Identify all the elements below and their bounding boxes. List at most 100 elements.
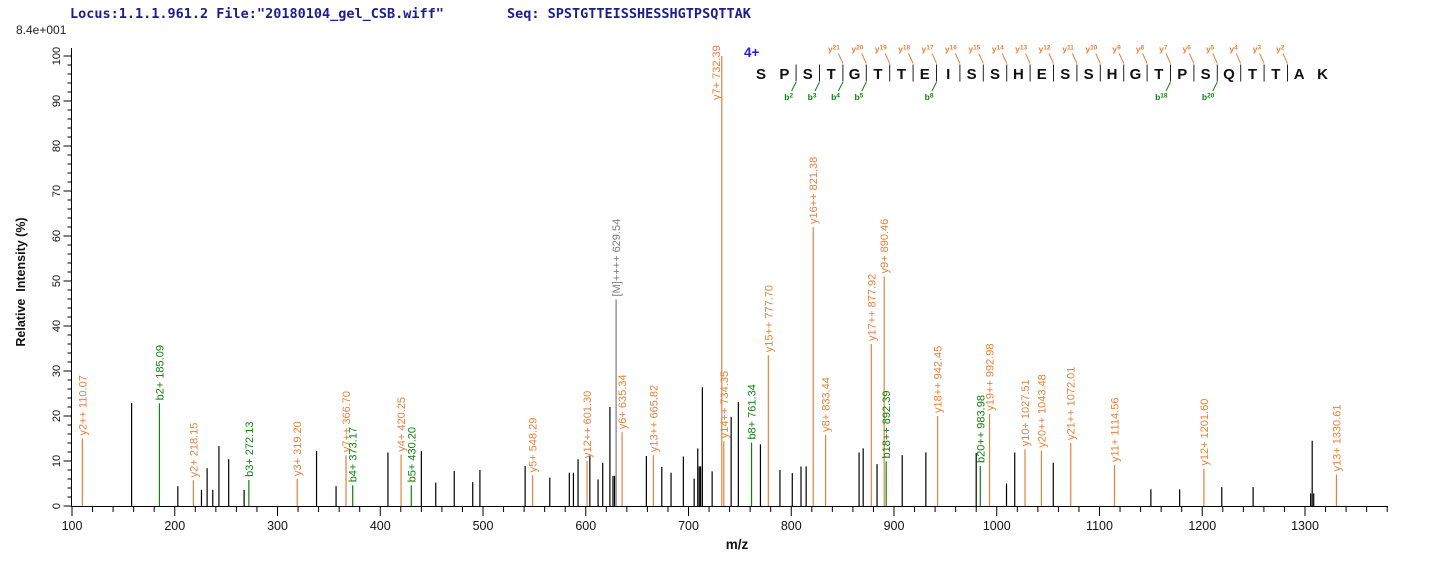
y-ion-tick [861,53,867,64]
residue-letter: P [1177,66,1187,83]
y-ion-label: y9 [1112,44,1121,54]
peak-label: b20++ 983.98 [975,395,987,463]
y-ion-tick [1071,53,1078,64]
peak-label: y20++ 1043.48 [1036,374,1048,447]
residue-letter: T [897,66,906,83]
peak-labels: y2++ 110.07 b2+ 185.09 y2+ 218.15 b3+ 272.1… [77,45,1343,482]
peak-label: y4+ 420.25 [396,397,408,452]
y-tick-label: 10 [51,455,63,467]
y-tick-label: 50 [51,275,63,287]
peak-label: b5+ 430.20 [406,427,418,482]
residue-letter: T [1271,66,1280,83]
y-ion-label: y7 [1159,44,1168,54]
y-ion-tick [1142,53,1148,64]
y-ion-tick [931,53,937,64]
y-ion-label: y21 [828,44,840,54]
peak-label: y3+ 319.20 [292,421,304,476]
b-ion-label: b3 [808,92,817,102]
b-ion-tick [1212,81,1218,92]
b-ion-tick [814,81,820,92]
header-bar: Locus:1.1.1.961.2 File:"20180104_gel_CSB… [0,6,1436,70]
b-ion-tick [1165,81,1171,92]
residue-letter: S [967,66,977,83]
x-tick-label: 100 [62,519,83,533]
residue-letter: S [803,66,813,83]
y-ticks: 0 10 20 30 40 50 60 70 80 90 100 [51,47,72,509]
b-ion-label: b8 [925,92,934,102]
y-ion-label: y3 [1253,44,1262,54]
y-ion-label: y20 [851,44,863,54]
residue-letter: K [1317,66,1328,83]
peak-label: y5+ 548.29 [528,418,540,473]
peak-label: y11+ 1114.56 [1109,398,1121,463]
x-tick-label: 700 [678,519,699,533]
peak-label: b2+ 185.09 [154,345,166,400]
y-ion-tick [1212,53,1218,64]
y-tick-label: 30 [51,365,63,377]
y-ion-label: y15 [968,44,980,54]
peak-label: y12++ 601.30 [582,391,594,458]
y-ion-tick [908,53,914,64]
y-ion-tick [1165,53,1171,64]
x-tick-label: 900 [884,519,905,533]
x-tick-label: 600 [575,519,596,533]
peak-label: y19++ 992.98 [985,343,997,410]
x-tick-label: 800 [781,519,802,533]
residue-letter: S [990,66,1000,83]
residue-letter: S [1201,66,1211,83]
residue-letter: H [1107,66,1118,83]
residue-letter: P [779,66,789,83]
y-ion-tick [1095,53,1101,64]
peak-label: y8+ 833.44 [821,377,833,432]
x-axis-title: m/z [725,537,749,552]
axes [71,48,1388,507]
y-tick-label: 60 [51,230,63,242]
y-ion-tick [1118,53,1125,64]
y-ion-tick [1282,53,1288,64]
peak-label: [M]++++ 629.54 [611,219,623,297]
b-ion-tick [837,81,844,92]
peak-label: y10+ 1027.51 [1020,379,1032,446]
residue-letter: Q [1223,66,1235,83]
x-tick-label: 1200 [1188,519,1216,533]
b-ion-label: b4 [831,92,840,102]
residue-letter: S [1060,66,1070,83]
residue-letter: H [1013,66,1024,83]
y-tick-label: 90 [51,95,63,107]
y-tick-label: 100 [51,47,63,65]
peak-label: b4+ 373.17 [348,427,360,482]
residue-letter: E [1037,66,1047,83]
y-ion-tick [837,53,844,64]
b-ion-tick [791,81,797,92]
peak-label: y16++ 821.38 [808,157,820,224]
y-ion-label: y11 [1062,44,1074,54]
y-ion-label: y16 [945,44,957,54]
locus-file-label: Locus:1.1.1.961.2 File:"20180104_gel_CSB… [70,6,444,22]
y-ion-tick [1048,53,1054,64]
y-ion-tick [978,53,984,64]
y-ion-label: y5 [1206,44,1215,54]
residue-letter: A [1294,66,1305,83]
peak-label: b3+ 272.13 [244,422,256,477]
y-ion-tick [1188,53,1195,64]
y-ion-label: y4 [1229,44,1238,54]
peak-label: b8+ 761.34 [747,384,759,439]
y-tick-label: 80 [51,140,63,152]
residue-letter: S [756,66,766,83]
b-ion-label: b18 [1155,92,1168,102]
x-tick-label: 1300 [1291,519,1319,533]
base-peak-intensity-label: 8.4e+001 [16,23,67,37]
residue-letter: T [1248,66,1257,83]
peak-label: y6+ 635.34 [617,374,629,429]
y-ion-label: y17 [922,44,934,54]
residue-letter: E [920,66,930,83]
peak-label: y7+ 732.39 [711,45,723,100]
peak-label: y18++ 942.45 [933,346,945,413]
y-tick-label: 0 [51,503,63,509]
y-ion-label: y13 [1015,44,1027,54]
b-ion-tick [861,81,867,92]
y-ion-tick [1235,53,1242,64]
residue-letter: G [1130,66,1142,83]
